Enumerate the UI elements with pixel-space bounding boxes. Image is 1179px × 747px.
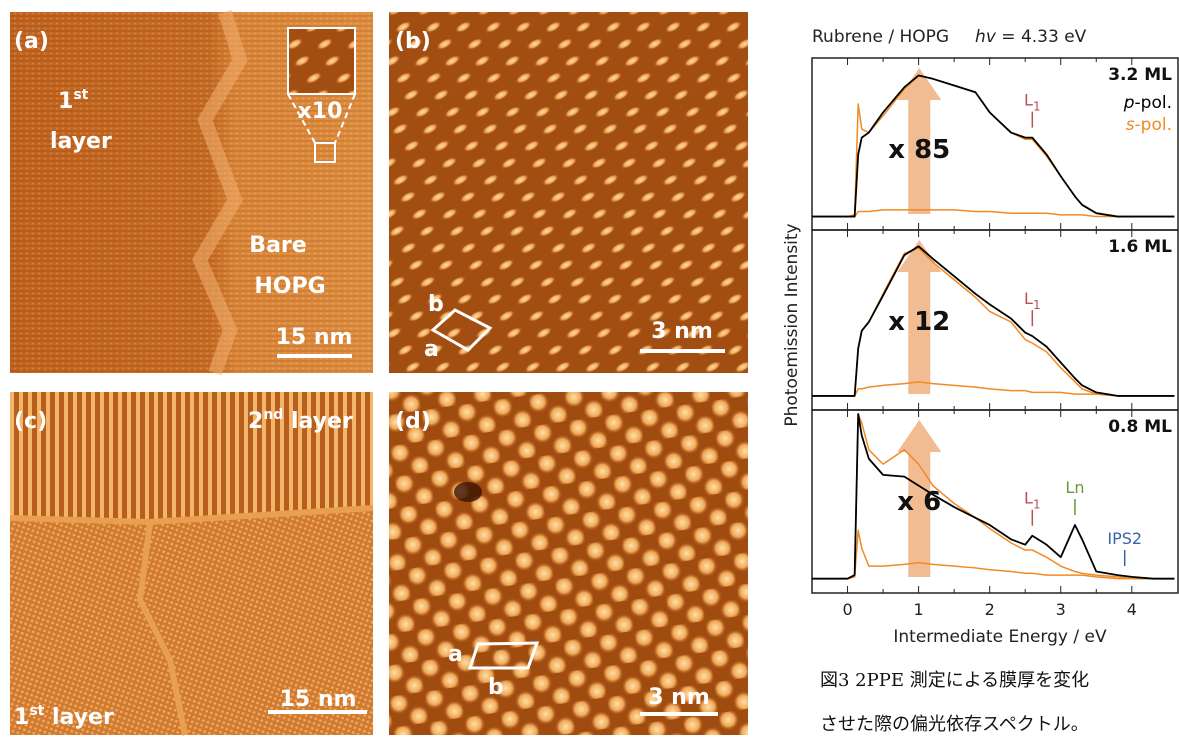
superscript: nd [263,407,283,423]
coverage-label: 1.6 ML [1108,237,1172,257]
text: layer [283,409,353,434]
panel-label: (c) [14,409,47,434]
stm-panel-a: (a) 1st layer x10 Bare HOPG 15 nm [10,12,373,373]
scale-label: 3 nm [651,319,713,344]
legend-text: -pol. [1135,115,1172,135]
panel-label: (a) [14,29,49,54]
peak-label: IPS2 [1107,529,1142,548]
region-label: HOPG [254,274,325,299]
peak-text: L [1024,91,1033,110]
energy-value: = 4.33 eV [996,27,1087,47]
peak-label: Ln [1065,478,1084,497]
coverage-label: 3.2 ML [1108,65,1172,85]
peak-subscript: 1 [1033,498,1041,512]
inset-label: x10 [298,99,343,124]
peak-text: L [1024,489,1033,508]
peak-label: L1 [1024,489,1041,512]
spectrum-line [812,246,1174,396]
region-label: 1st layer [14,703,114,730]
multiplier-label: x 12 [888,307,950,337]
text: layer [44,705,114,730]
spectrum-line [812,382,1174,396]
x-tick-label: 1 [914,600,924,619]
body: (a) 1st layer x10 Bare HOPG 15 nm (b) b … [0,0,1179,747]
page: STM and 2PPE figure {"stm_panels": [ {"l… [0,0,1179,747]
spectrum-line [812,210,1174,217]
region-label: layer [50,129,112,154]
scale-label: 3 nm [648,685,710,710]
scale-label: 15 nm [280,687,357,712]
peak-label: L1 [1024,91,1041,114]
multiplier-label: x 6 [897,487,941,517]
y-axis-label: Photoemission Intensity [782,223,802,426]
text: 2 [248,409,263,434]
spectrum-line [812,248,1174,396]
stm-panel-d: (d) a b 3 nm [389,392,748,735]
legend-entry: s-pol. [1126,115,1172,135]
spectrum-line [812,75,1174,216]
superscript: st [29,703,44,719]
superscript: st [73,87,88,103]
peak-subscript: 1 [1033,100,1041,114]
text: 1 [14,705,29,730]
caption-line: させた際の偏光依存スペクトル。 [820,714,1089,735]
caption-line: 図3 2PPE 測定による膜厚を変化 [820,670,1089,691]
x-tick-label: 3 [1056,600,1066,619]
spectrum-chart: Rubrene / HOPG hv = 4.33 eV Photoemission… [782,27,1178,735]
multiplier-label: x 85 [888,135,950,165]
chart-title: Rubrene / HOPG hv = 4.33 eV [812,27,1087,47]
plot-frame [812,230,1178,410]
spectrum-line [812,75,1174,216]
scale-label: 15 nm [276,325,353,350]
x-tick-label: 2 [985,600,995,619]
legend-entry: p-pol. [1123,93,1172,113]
x-axis-label: Intermediate Energy / eV [893,627,1107,647]
cell-label: a [424,337,439,362]
energy-symbol: hv [975,27,997,47]
stm-panel-b: (b) b a 3 nm [389,12,748,373]
plot-frame [812,410,1178,593]
spectrum-line [812,414,1174,579]
cell-label: b [488,675,504,700]
panel-label: (b) [395,29,431,54]
figure: (a) 1st layer x10 Bare HOPG 15 nm (b) b … [0,0,1179,747]
peak-subscript: 1 [1033,298,1041,312]
coverage-label: 0.8 ML [1108,417,1172,437]
peak-text: Ln [1065,478,1084,497]
legend-text: -pol. [1135,93,1172,113]
legend-italic: s [1126,115,1135,135]
title: Rubrene / HOPG [812,27,949,47]
legend-italic: p [1123,93,1135,113]
cell-label: b [428,292,444,317]
panel-label: (d) [395,409,431,434]
x-tick-label: 4 [1127,600,1137,619]
cell-label: a [448,642,463,667]
peak-text: L [1024,289,1033,308]
x-tick-label: 0 [842,600,852,619]
peak-text: IPS2 [1107,529,1142,548]
stm-panel-c: (c) 2nd layer 1st layer 15 nm [10,392,373,735]
text: 1 [58,89,73,114]
peak-label: L1 [1024,289,1041,312]
region-label: Bare [249,233,306,258]
